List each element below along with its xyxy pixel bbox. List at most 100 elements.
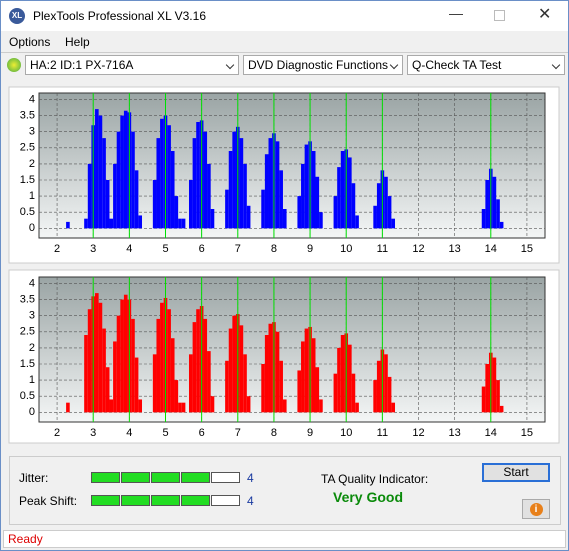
close[interactable]: ✕ (538, 6, 552, 23)
bar (138, 399, 143, 413)
x-tick-label: 9 (307, 427, 313, 439)
bar (160, 302, 164, 413)
bar (301, 341, 305, 413)
jitter-label: Jitter: (19, 471, 49, 485)
bar (134, 170, 139, 229)
bar (297, 196, 302, 229)
bar (264, 154, 269, 229)
bar (120, 299, 124, 413)
y-tick-label: 1 (29, 190, 35, 202)
bar (188, 180, 193, 229)
bar (297, 370, 302, 413)
x-tick-label: 4 (126, 243, 132, 255)
bar (492, 357, 497, 413)
bar (134, 357, 139, 413)
bar (207, 163, 211, 229)
bar (337, 167, 341, 229)
start-button[interactable]: Start (482, 463, 550, 482)
bar (174, 196, 179, 229)
bar (232, 315, 236, 413)
y-tick-label: 2.5 (20, 142, 35, 154)
bar (66, 402, 70, 413)
bar (95, 109, 99, 229)
bar (170, 151, 175, 229)
bar (496, 199, 500, 229)
minimize[interactable]: — (449, 5, 463, 21)
x-tick-label: 8 (271, 427, 277, 439)
meter-segment (211, 495, 240, 506)
bar (225, 189, 229, 229)
maximize[interactable] (494, 10, 505, 21)
bar (246, 205, 251, 229)
x-tick-label: 6 (199, 243, 205, 255)
bar (120, 115, 124, 229)
bar (228, 328, 233, 413)
bar (167, 125, 171, 229)
bar (351, 183, 356, 229)
bar (152, 354, 157, 413)
bar (340, 151, 345, 229)
bar (301, 163, 305, 229)
bar (279, 360, 283, 413)
bar (138, 215, 143, 229)
y-tick-label: 0.5 (20, 206, 35, 218)
x-tick-label: 15 (521, 243, 533, 255)
bar (499, 221, 504, 229)
bar (116, 131, 121, 229)
y-tick-label: 0 (29, 222, 35, 234)
bar (192, 322, 197, 413)
bar (348, 157, 352, 229)
app-icon: XL (9, 8, 25, 24)
bar (391, 402, 396, 413)
bar (275, 331, 280, 413)
x-tick-label: 3 (90, 243, 96, 255)
x-tick-label: 7 (235, 243, 241, 255)
x-tick-label: 13 (449, 427, 461, 439)
y-tick-label: 1 (29, 374, 35, 386)
bar (311, 338, 316, 413)
bar (340, 335, 345, 413)
bar (210, 396, 215, 413)
x-tick-label: 2 (54, 427, 60, 439)
meter-segment (91, 495, 120, 506)
test-select[interactable]: Q-Check TA Test (407, 55, 565, 75)
meter-segment (121, 495, 150, 506)
bar (387, 196, 392, 229)
bar (481, 386, 486, 413)
bar (373, 205, 377, 229)
function-select[interactable]: DVD Diagnostic Functions (243, 55, 403, 75)
x-tick-label: 9 (307, 243, 313, 255)
bar (384, 354, 388, 413)
bar (496, 380, 500, 413)
bar (279, 170, 283, 229)
bar (84, 335, 88, 413)
bar (376, 183, 381, 229)
bar (203, 131, 208, 229)
x-tick-label: 12 (412, 427, 424, 439)
bar (207, 351, 211, 413)
bar (210, 209, 215, 229)
bar (275, 141, 280, 229)
x-tick-label: 11 (377, 427, 388, 439)
bar (113, 163, 117, 229)
bar (304, 328, 309, 413)
bar (246, 396, 251, 413)
bar (315, 176, 320, 229)
x-tick-label: 7 (235, 427, 241, 439)
bar (239, 138, 244, 229)
bar (315, 367, 320, 413)
menu-help[interactable]: Help (65, 35, 90, 49)
status-bar: Ready (3, 530, 566, 548)
bar (319, 212, 323, 229)
bar (261, 364, 265, 413)
menu-options[interactable]: Options (9, 35, 51, 49)
x-tick-label: 15 (521, 427, 533, 439)
bar (225, 360, 229, 413)
bar (228, 151, 233, 229)
info-button[interactable]: i (522, 499, 550, 519)
drive-select[interactable]: HA:2 ID:1 PX-716A (25, 55, 239, 75)
bar (351, 373, 356, 413)
y-tick-label: 0.5 (20, 390, 35, 402)
bar (268, 138, 273, 229)
y-tick-label: 2.5 (20, 326, 35, 338)
